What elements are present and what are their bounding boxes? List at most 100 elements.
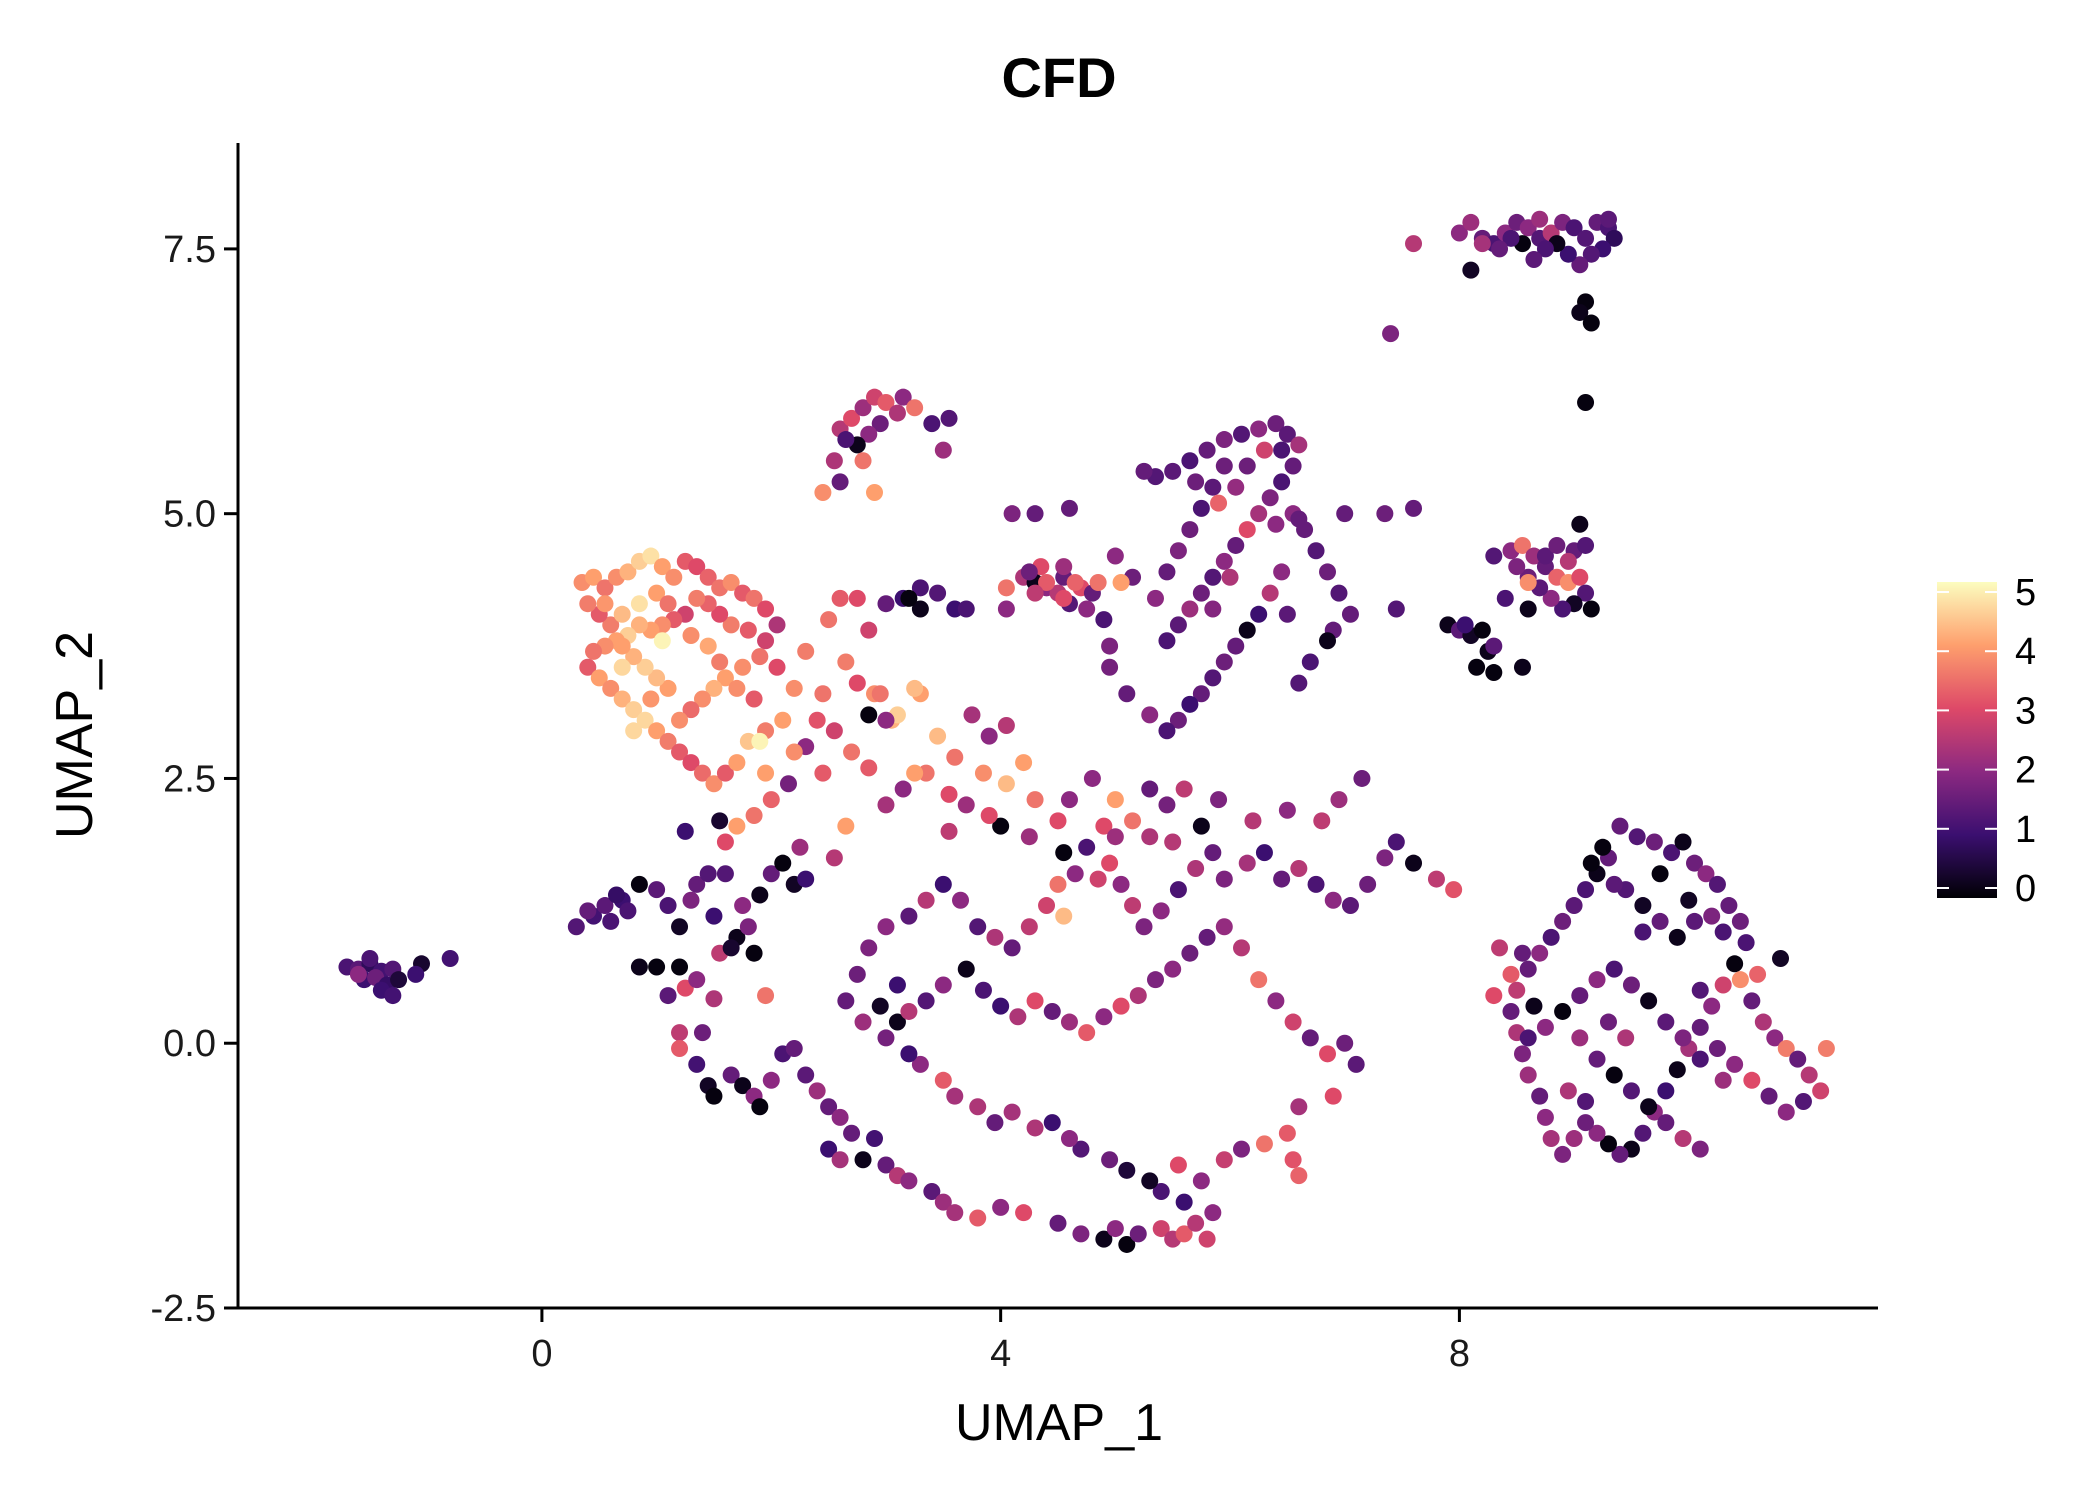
data-point <box>957 960 975 978</box>
data-point <box>1336 1034 1354 1052</box>
data-point <box>1164 462 1182 480</box>
data-point <box>774 854 792 872</box>
data-point <box>1158 563 1176 581</box>
data-point <box>579 595 597 613</box>
data-point <box>1565 219 1583 237</box>
data-point <box>1267 415 1285 433</box>
data-point <box>1101 637 1119 655</box>
data-point <box>699 865 717 883</box>
data-point <box>728 679 746 697</box>
data-point <box>1278 801 1296 819</box>
data-point <box>831 473 849 491</box>
data-point <box>1020 563 1038 581</box>
data-point <box>900 907 918 925</box>
data-point <box>1238 621 1256 639</box>
data-point <box>1124 812 1142 830</box>
data-point <box>854 452 872 470</box>
data-point <box>1198 928 1216 946</box>
data-point <box>659 732 677 750</box>
data-point <box>929 584 947 602</box>
data-point <box>1737 934 1755 952</box>
data-point <box>877 918 895 936</box>
data-point <box>986 928 1004 946</box>
data-point <box>579 658 597 676</box>
data-point <box>1009 1008 1027 1026</box>
data-point <box>1273 473 1291 491</box>
data-point <box>791 838 809 856</box>
data-point <box>946 1204 964 1222</box>
data-point <box>1611 1145 1629 1163</box>
data-point <box>940 822 958 840</box>
data-point <box>1703 907 1721 925</box>
data-point <box>1169 616 1187 634</box>
data-point <box>1060 499 1078 517</box>
data-point <box>969 918 987 936</box>
data-point <box>349 965 367 983</box>
data-point <box>785 679 803 697</box>
data-point <box>1158 796 1176 814</box>
data-point <box>722 939 740 957</box>
data-point <box>1238 521 1256 539</box>
data-point <box>1164 833 1182 851</box>
data-point <box>1565 897 1583 915</box>
data-point <box>1026 505 1044 523</box>
data-point <box>1129 987 1147 1005</box>
data-point <box>866 1130 884 1148</box>
data-point <box>567 918 585 936</box>
data-point <box>1095 817 1113 835</box>
data-point <box>1049 875 1067 893</box>
data-point <box>1462 213 1480 231</box>
data-point <box>688 589 706 607</box>
data-point <box>1181 944 1199 962</box>
data-point <box>671 1024 689 1042</box>
data-point <box>1714 1071 1732 1089</box>
data-point <box>768 658 786 676</box>
data-point <box>1376 505 1394 523</box>
data-point <box>1319 1045 1337 1063</box>
data-point <box>728 754 746 772</box>
data-point <box>1680 891 1698 909</box>
colorbar-tick-label: 1 <box>2015 809 2036 851</box>
data-point <box>785 743 803 761</box>
data-point <box>711 812 729 830</box>
data-point <box>1255 441 1273 459</box>
data-point <box>779 775 797 793</box>
data-point <box>659 987 677 1005</box>
data-point <box>1158 722 1176 740</box>
data-point <box>957 796 975 814</box>
data-point <box>665 568 683 586</box>
colorbar-tick-label: 4 <box>2015 631 2036 673</box>
data-point <box>1691 1018 1709 1036</box>
data-point <box>1599 1135 1617 1153</box>
data-point <box>1691 981 1709 999</box>
data-point <box>739 918 757 936</box>
data-point <box>860 425 878 443</box>
data-point <box>1605 875 1623 893</box>
data-point <box>980 727 998 745</box>
data-point <box>1101 658 1119 676</box>
data-point <box>1554 600 1572 618</box>
data-point <box>900 589 918 607</box>
data-point <box>1158 632 1176 650</box>
data-point <box>1169 1156 1187 1174</box>
data-point <box>808 1082 826 1100</box>
data-point <box>705 990 723 1008</box>
data-point <box>1026 992 1044 1010</box>
data-point <box>934 441 952 459</box>
data-point <box>1582 314 1600 332</box>
data-point <box>648 722 666 740</box>
data-point <box>1330 584 1348 602</box>
data-point <box>648 958 666 976</box>
data-point <box>751 886 769 904</box>
data-point <box>1577 881 1595 899</box>
data-point <box>1238 854 1256 872</box>
data-point <box>1686 854 1704 872</box>
data-point <box>946 1087 964 1105</box>
data-point <box>1611 817 1629 835</box>
data-point <box>1668 928 1686 946</box>
data-point <box>1273 563 1291 581</box>
data-point <box>1175 1193 1193 1211</box>
data-point <box>1043 1002 1061 1020</box>
data-point <box>894 388 912 406</box>
